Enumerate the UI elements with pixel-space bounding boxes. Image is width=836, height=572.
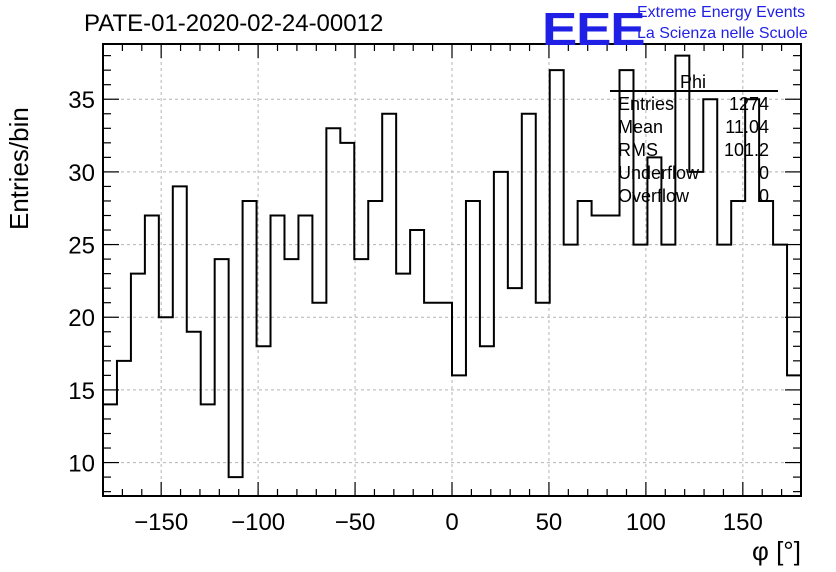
x-axis-label: φ [°] — [752, 536, 801, 566]
tick-labels: −150 −100 −50 0 50 100 150 10 15 20 25 30 35 — [68, 87, 763, 536]
x-tick-label: 50 — [536, 509, 563, 536]
stats-label: Overflow — [618, 186, 690, 206]
stats-box: Phi Entries 1274 Mean 11.04 RMS 101.2 Underflow… — [610, 72, 778, 206]
stats-label: Entries — [618, 94, 674, 114]
x-tick-label: −150 — [134, 509, 188, 536]
logo-line-2: La Scienza nelle Scuole — [637, 25, 808, 42]
stats-label: RMS — [618, 140, 658, 160]
y-tick-label: 20 — [68, 305, 95, 332]
eee-logo: EEE — [542, 3, 646, 55]
stats-label: Underflow — [618, 163, 700, 183]
x-tick-label: 0 — [445, 509, 458, 536]
stats-value: 0 — [759, 186, 769, 206]
stats-label: Mean — [618, 117, 663, 137]
histogram-line — [103, 54, 801, 479]
y-tick-label: 30 — [68, 160, 95, 187]
plot-frame — [102, 43, 802, 497]
stats-value: 101.2 — [724, 140, 769, 160]
stats-value: 11.04 — [725, 117, 769, 137]
logo-line-1: Extreme Energy Events — [637, 4, 806, 21]
stats-value: 0 — [759, 163, 769, 183]
y-axis-label: Entries/bin — [4, 107, 34, 230]
x-tick-label: −50 — [335, 509, 376, 536]
stats-title: Phi — [680, 72, 706, 92]
y-tick-label: 25 — [68, 233, 95, 260]
chart-title: PATE-01-2020-02-24-00012 — [84, 10, 384, 37]
x-tick-label: 150 — [723, 509, 763, 536]
x-tick-label: −100 — [231, 509, 285, 536]
x-tick-label: 100 — [626, 509, 666, 536]
axis-ticks — [102, 44, 802, 496]
stats-value: 1274 — [729, 94, 769, 114]
grid-lines — [103, 44, 801, 496]
y-tick-label: 10 — [68, 451, 95, 478]
y-tick-label: 35 — [68, 87, 95, 114]
y-tick-label: 15 — [68, 378, 95, 405]
